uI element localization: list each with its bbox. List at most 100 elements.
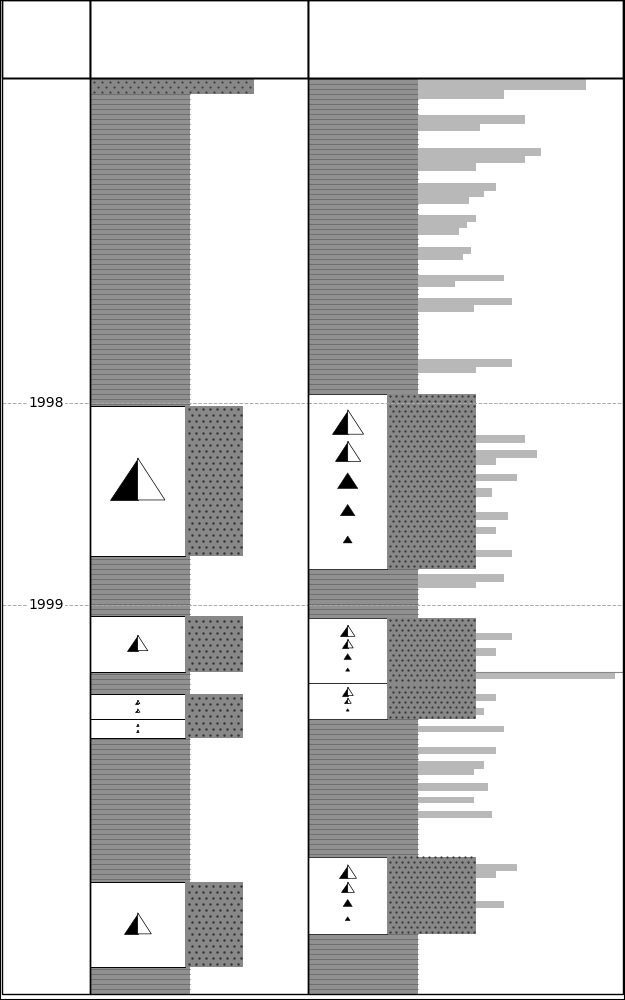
Bar (90, 0, 308, 78)
Bar (308, 0, 623, 78)
Bar (2, 0, 90, 78)
Polygon shape (110, 458, 138, 500)
Bar (418, 275, 504, 281)
Polygon shape (138, 709, 140, 712)
Polygon shape (135, 700, 138, 704)
Bar (308, 0, 623, 78)
Bar (388, 857, 476, 934)
Bar (308, 683, 388, 719)
Bar (418, 183, 496, 191)
Bar (90, 616, 185, 672)
Bar (418, 648, 496, 656)
Bar (418, 247, 471, 254)
Bar (90, 78, 190, 994)
Polygon shape (136, 730, 138, 732)
Text: 1998: 1998 (28, 396, 64, 410)
Bar (418, 215, 476, 222)
Bar (308, 618, 388, 683)
Bar (418, 474, 516, 481)
Bar (90, 78, 308, 994)
Bar (418, 747, 496, 754)
Text: 岩性剑面
（MM精描）: 岩性剑面 （MM精描） (434, 23, 497, 55)
Polygon shape (342, 687, 348, 696)
Bar (418, 488, 492, 497)
Bar (418, 496, 476, 503)
Bar (418, 228, 459, 235)
Bar (418, 783, 488, 791)
Polygon shape (341, 625, 348, 636)
Bar (90, 406, 185, 556)
Polygon shape (343, 899, 352, 907)
Polygon shape (338, 473, 358, 489)
Bar (185, 882, 242, 967)
Polygon shape (348, 698, 351, 703)
Polygon shape (138, 724, 139, 726)
Bar (418, 672, 615, 679)
Bar (418, 367, 476, 373)
Polygon shape (124, 913, 138, 934)
Bar (90, 694, 185, 719)
Polygon shape (138, 458, 165, 500)
Text: 1999: 1999 (28, 598, 64, 612)
Bar (418, 574, 504, 582)
Bar (418, 879, 476, 885)
Bar (418, 435, 525, 443)
Bar (418, 148, 541, 156)
Polygon shape (332, 410, 348, 434)
Polygon shape (138, 730, 139, 732)
Bar (418, 915, 476, 922)
Bar (90, 882, 185, 967)
Bar (308, 78, 623, 994)
Bar (418, 450, 537, 458)
Polygon shape (348, 625, 355, 636)
Bar (418, 708, 484, 715)
Bar (90, 78, 254, 94)
Bar (418, 582, 476, 588)
Bar (308, 857, 388, 934)
Bar (418, 655, 476, 661)
Polygon shape (343, 536, 352, 543)
Polygon shape (348, 865, 356, 878)
Polygon shape (344, 654, 351, 660)
Bar (418, 281, 455, 287)
Polygon shape (138, 913, 151, 934)
Bar (185, 616, 242, 672)
Bar (185, 719, 242, 738)
Polygon shape (342, 639, 348, 648)
Bar (308, 394, 388, 569)
Bar (418, 633, 512, 640)
Bar (308, 78, 418, 994)
Polygon shape (127, 635, 138, 651)
Text: 深度
（m）: 深度 （m） (29, 23, 62, 55)
Polygon shape (341, 882, 348, 892)
Polygon shape (346, 709, 349, 711)
Bar (388, 394, 476, 569)
Bar (418, 864, 516, 871)
Polygon shape (136, 724, 138, 726)
Bar (418, 557, 474, 563)
Polygon shape (339, 865, 348, 878)
Bar (418, 761, 484, 769)
Polygon shape (138, 700, 140, 704)
Bar (418, 90, 504, 99)
Bar (418, 901, 504, 908)
Bar (418, 871, 496, 878)
Bar (418, 811, 492, 818)
Bar (418, 527, 496, 534)
Bar (418, 359, 512, 367)
Polygon shape (334, 441, 348, 461)
Bar (418, 550, 512, 557)
Polygon shape (135, 709, 138, 712)
Bar (418, 512, 508, 520)
Bar (418, 222, 468, 228)
Bar (418, 156, 525, 163)
Bar (418, 197, 469, 204)
Bar (418, 191, 484, 197)
Polygon shape (340, 504, 355, 516)
Bar (418, 115, 525, 124)
Bar (418, 769, 474, 775)
Text: 岩性剑面
（CM精描）: 岩性剑面 （CM精描） (169, 23, 229, 55)
Polygon shape (348, 441, 361, 461)
Bar (418, 163, 476, 171)
Polygon shape (348, 882, 354, 892)
